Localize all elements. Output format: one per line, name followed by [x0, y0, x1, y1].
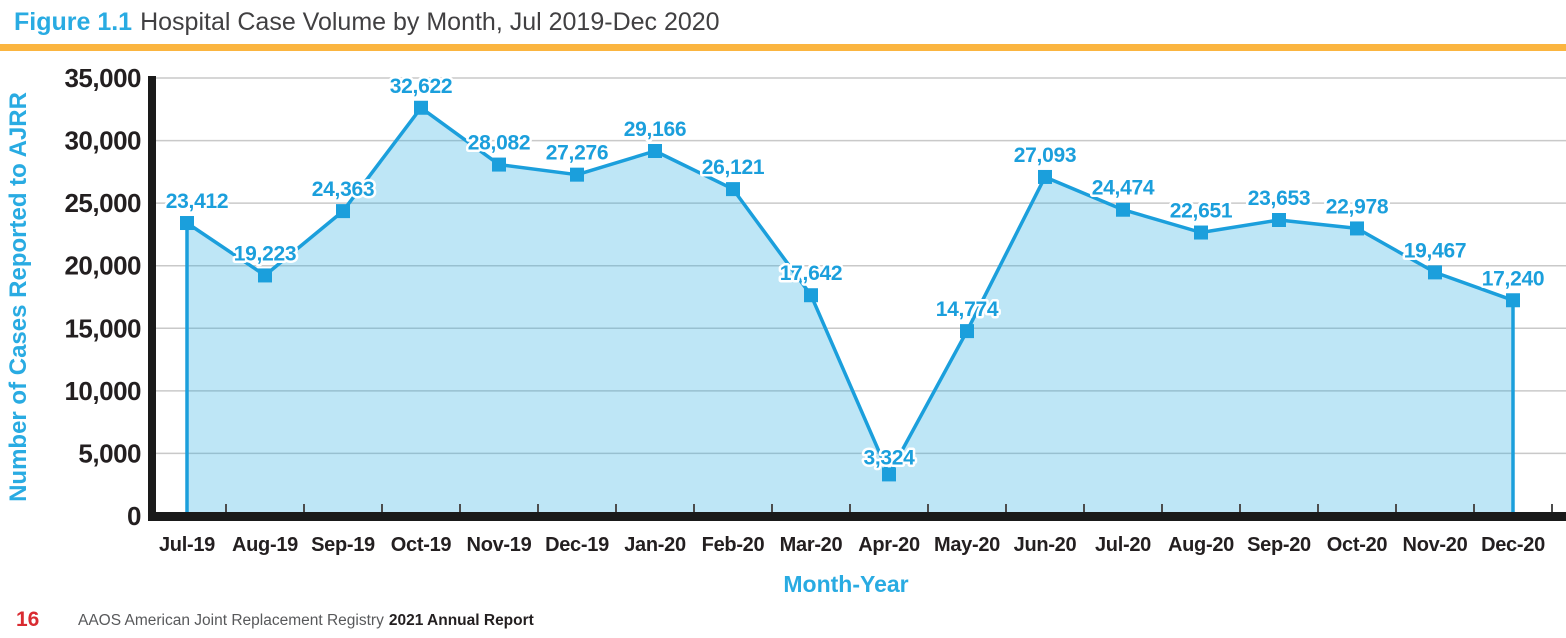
x-tick-label: Aug-20 [1168, 534, 1234, 556]
x-tick-label: Dec-19 [545, 534, 609, 556]
data-point-label: 23,653 [1248, 187, 1310, 210]
y-tick-label: 20,000 [64, 251, 141, 281]
x-tick-label: Aug-19 [232, 534, 298, 556]
data-point-label: 24,363 [312, 178, 374, 201]
data-point-label: 17,240 [1482, 267, 1544, 290]
y-tick-label: 10,000 [64, 376, 141, 406]
x-tick-label: Oct-19 [391, 534, 452, 556]
figure-title: Hospital Case Volume by Month, Jul 2019-… [140, 8, 720, 36]
data-point-marker [960, 324, 974, 339]
x-tick-label: Dec-20 [1481, 534, 1545, 556]
page-footer: 16 AAOS American Joint Replacement Regis… [0, 606, 1566, 634]
x-tick-label: Sep-19 [311, 534, 375, 556]
data-point-marker [258, 268, 272, 283]
data-point-label: 22,651 [1170, 200, 1233, 223]
data-point-label: 22,978 [1326, 195, 1389, 218]
data-point-marker [1038, 169, 1052, 184]
x-tick-label: Nov-20 [1403, 534, 1468, 556]
data-point-label: 24,474 [1092, 177, 1155, 200]
x-tick-label: Jul-19 [159, 534, 215, 556]
footer-report-title: 2021 Annual Report [388, 612, 534, 629]
data-point-label: 23,412 [166, 190, 228, 213]
y-tick-label: 35,000 [64, 63, 141, 93]
data-point-marker [1194, 225, 1208, 240]
data-point-marker [882, 467, 896, 482]
y-tick-label: 5,000 [78, 438, 141, 468]
x-tick-label: Mar-20 [780, 534, 843, 556]
x-tick-label: Jun-20 [1014, 534, 1077, 556]
x-tick-label: Oct-20 [1327, 534, 1388, 556]
y-tick-label: 30,000 [64, 126, 141, 156]
x-tick-label: May-20 [934, 534, 1000, 556]
x-axis-title: Month-Year [783, 571, 908, 597]
data-point-marker [336, 204, 350, 219]
data-point-marker [1428, 265, 1442, 280]
data-point-label: 14,774 [936, 298, 999, 321]
data-point-label: 26,121 [702, 156, 765, 179]
data-point-marker [804, 288, 818, 303]
y-axis-title: Number of Cases Reported to AJRR [5, 92, 32, 502]
figure-label: Figure 1.1 [14, 8, 133, 36]
data-point-marker [1350, 221, 1364, 236]
data-point-label: 17,642 [780, 262, 842, 285]
data-point-label: 28,082 [468, 132, 530, 155]
footer-registry-text: AAOS American Joint Replacement Registry [78, 612, 384, 629]
x-tick-label: Apr-20 [858, 534, 920, 556]
data-point-label: 29,166 [624, 118, 686, 141]
data-point-marker [180, 216, 194, 231]
figure-header: Figure 1.1 Hospital Case Volume by Month,… [14, 8, 720, 37]
area-fill [187, 107, 1513, 517]
data-point-label: 32,622 [390, 75, 452, 98]
y-axis-line [148, 76, 156, 521]
x-tick-label: Nov-19 [467, 534, 532, 556]
data-point-marker [1116, 202, 1130, 217]
data-point-marker [414, 100, 428, 115]
data-point-marker [492, 157, 506, 172]
data-point-label: 27,093 [1014, 144, 1076, 167]
data-point-marker [570, 167, 584, 182]
data-point-label: 19,223 [234, 242, 296, 265]
series-line [185, 106, 1515, 516]
data-point-label: 3,324 [863, 446, 915, 469]
x-tick-label: Feb-20 [702, 534, 765, 556]
x-tick-label: Sep-20 [1247, 534, 1311, 556]
data-point-marker [1272, 212, 1286, 227]
data-point-marker [648, 144, 662, 159]
y-tick-label: 25,000 [64, 188, 141, 218]
x-tick-label: Jul-20 [1095, 534, 1151, 556]
y-tick-label: 15,000 [64, 313, 141, 343]
y-tick-label: 0 [127, 501, 141, 531]
footer-report-name: AAOS American Joint Replacement Registry… [78, 612, 534, 630]
x-axis-line [148, 512, 1566, 521]
data-point-label: 27,276 [546, 142, 608, 165]
data-point-marker [726, 182, 740, 197]
title-accent-rule [0, 44, 1566, 51]
data-point-marker [1506, 293, 1520, 308]
data-point-label: 19,467 [1404, 239, 1466, 262]
x-tick-label: Jan-20 [624, 534, 686, 556]
page-number: 16 [16, 608, 40, 631]
